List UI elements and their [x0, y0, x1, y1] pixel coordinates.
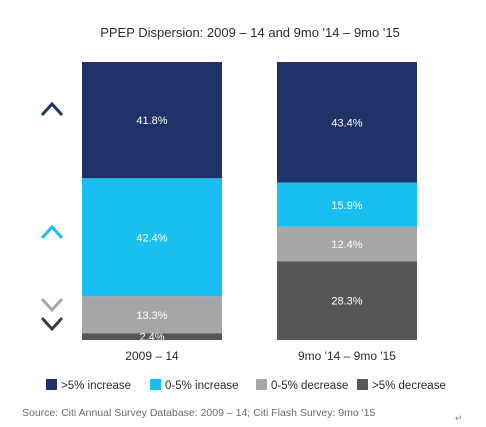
legend: >5% increase 0-5% increase 0-5% decrease >5…: [46, 379, 446, 392]
legend-label: >5% decrease: [372, 380, 446, 392]
category-label: 2009 – 14: [125, 349, 179, 363]
bar-segment-5-decrease: [82, 333, 222, 340]
bar-segment-0-5-increase: [277, 182, 417, 227]
chevron-up-icon: [40, 224, 64, 240]
data-label: 28.3%: [331, 296, 362, 308]
data-label: 15.9%: [331, 200, 362, 212]
bar-segment-0-5-decrease: [82, 296, 222, 334]
legend-swatch: [46, 379, 57, 390]
paragraph-mark: ↵: [455, 413, 463, 423]
data-label: 13.3%: [136, 310, 167, 322]
legend-swatch: [357, 379, 368, 390]
data-label: 41.8%: [136, 115, 167, 127]
data-label: 43.4%: [331, 117, 362, 129]
data-label: 12.4%: [331, 239, 362, 251]
data-label: 2.4%: [139, 332, 164, 344]
legend-swatch: [256, 379, 267, 390]
legend-label: >5% increase: [61, 380, 131, 392]
bars: 41.8% 42.4% 13.3% 2.4% 43.4% 15.9% 12.4% 28.3%: [82, 62, 417, 344]
source-note: Source: Citi Annual Survey Database: 200…: [22, 407, 376, 419]
chart-title: PPEP Dispersion: 2009 – 14 and 9mo '14 –…: [100, 25, 400, 40]
bar-segment-0-5-decrease: [277, 226, 417, 262]
chevron-down-icon: [40, 316, 64, 332]
category-label: 9mo '14 – 9mo '15: [298, 349, 396, 363]
legend-label: 0-5% decrease: [271, 380, 348, 392]
legend-label: 0-5% increase: [165, 380, 239, 392]
chevron-down-icon: [40, 297, 64, 313]
data-label: 42.4%: [136, 232, 167, 244]
legend-swatch: [150, 379, 161, 390]
category-labels: 2009 – 14 9mo '14 – 9mo '15: [125, 349, 396, 363]
bar-segment-5-increase: [82, 62, 222, 179]
bar-segment-5-decrease: [277, 261, 417, 340]
bar-segment-5-increase: [277, 62, 417, 183]
chevron-up-icon: [40, 101, 64, 117]
bar-segment-0-5-increase: [82, 178, 222, 297]
